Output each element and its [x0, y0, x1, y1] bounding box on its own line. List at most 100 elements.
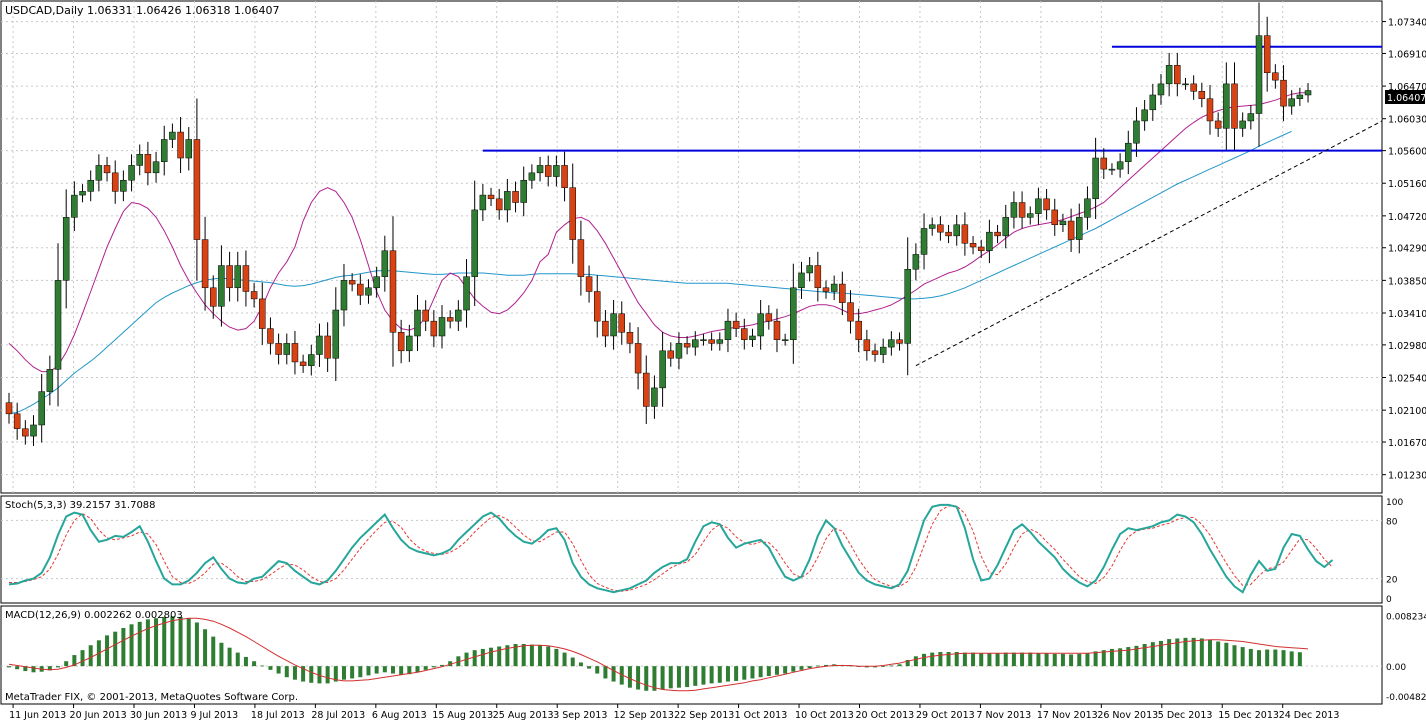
bull-candle — [928, 224, 936, 229]
macd-histogram — [7, 616, 1302, 691]
bear-candle — [618, 313, 625, 333]
macd-histogram-bar — [709, 666, 714, 684]
macd-histogram-bar — [211, 636, 216, 667]
bull-candle — [1255, 35, 1263, 114]
bear-candle — [1214, 120, 1222, 129]
bear-candle — [177, 131, 184, 159]
macd-histogram-bar — [1297, 652, 1302, 667]
macd-histogram-bar — [105, 635, 110, 667]
macd-histogram-bar — [137, 621, 142, 667]
macd-panel[interactable]: MACD(12,26,9) 0.002262 0.002803 MetaTrad… — [0, 605, 1383, 705]
bear-candle — [291, 343, 299, 363]
bull-candle — [1288, 98, 1295, 107]
macd-histogram-bar — [660, 666, 665, 690]
macd-histogram-bar — [1158, 640, 1163, 667]
macd-histogram-bar — [603, 666, 608, 679]
bull-candle — [520, 180, 527, 203]
bull-candle — [912, 254, 920, 270]
bull-candle — [798, 272, 805, 289]
macd-histogram-bar — [521, 644, 526, 667]
macd-histogram-bar — [905, 660, 910, 667]
macd-tick-label: -0.004824 — [1386, 693, 1426, 703]
bull-candle — [700, 339, 707, 341]
macd-histogram-bar — [325, 666, 330, 684]
bear-candle — [111, 172, 119, 192]
macd-histogram-bar — [807, 666, 812, 668]
bear-candle — [896, 339, 903, 344]
date-tick-label: 10 Oct 2013 — [795, 710, 854, 721]
bull-candle — [536, 165, 544, 174]
macd-histogram-bar — [611, 666, 616, 682]
bull-candle — [675, 343, 683, 359]
macd-histogram-bar — [1224, 642, 1229, 667]
price-panel[interactable]: USDCAD,Daily 1.06331 1.06426 1.06318 1.0… — [0, 0, 1383, 494]
date-tick-label: 29 Oct 2013 — [916, 710, 975, 721]
macd-histogram-bar — [1069, 654, 1074, 667]
macd-histogram-bar — [219, 642, 224, 667]
bear-candle — [994, 231, 1001, 237]
bear-candle — [1190, 83, 1197, 92]
bull-candle — [365, 287, 372, 296]
macd-histogram-bar — [1020, 652, 1025, 667]
bull-candle — [1223, 83, 1230, 129]
bull-candle — [54, 280, 62, 370]
macd-histogram-bar — [374, 666, 379, 674]
bull-candle — [724, 320, 732, 340]
macd-histogram-bar — [570, 657, 575, 667]
bull-candle — [879, 346, 887, 355]
bear-candle — [969, 243, 977, 248]
bear-candle — [593, 291, 601, 322]
stochastic-tick-label: 80 — [1386, 517, 1398, 527]
bear-candle — [1198, 91, 1206, 99]
macd-histogram-bar — [243, 656, 248, 667]
macd-signal-path — [8, 617, 1309, 692]
macd-histogram-bar — [56, 666, 61, 668]
macd-histogram-bar — [317, 666, 322, 684]
macd-histogram-bar — [946, 652, 951, 667]
current-price-box — [1385, 90, 1425, 104]
macd-histogram-bar — [538, 645, 543, 667]
price-tick-label: 1.03410 — [1388, 309, 1426, 320]
macd-histogram-bar — [7, 666, 11, 668]
macd-histogram-bar — [1085, 653, 1090, 667]
macd-histogram-bar — [1109, 648, 1114, 667]
date-tick-label: 3 Sep 2013 — [553, 710, 607, 721]
macd-histogram-bar — [448, 661, 453, 667]
macd-histogram-bar — [390, 666, 395, 674]
bull-candle — [128, 165, 135, 181]
price-axis: 1.07340 1.06910 1.06470 1.06030 1.05600 1.051… — [1382, 18, 1426, 482]
bear-candle — [814, 265, 822, 289]
bull-candle — [504, 191, 511, 211]
stochastic-title: Stoch(5,3,3) 39.2157 31.7088 — [5, 500, 156, 511]
horizontal-levels[interactable] — [482, 45, 1382, 152]
macd-axis: 0.008234 0.00 -0.004824 — [1386, 612, 1426, 702]
price-tick-label: 1.02980 — [1388, 341, 1426, 352]
bull-candle — [30, 424, 37, 437]
bull-candle — [71, 194, 78, 218]
macd-histogram-bar — [1003, 652, 1008, 667]
macd-histogram-bar — [717, 666, 722, 683]
bear-candle — [773, 320, 781, 340]
macd-histogram-bar — [341, 666, 346, 680]
bear-candle — [446, 317, 454, 322]
bear-candle — [201, 239, 209, 289]
trendlines[interactable] — [915, 120, 1383, 367]
bear-candle — [561, 165, 568, 188]
bear-candle — [961, 224, 969, 244]
bull-candle — [920, 228, 928, 255]
macd-histogram-bar — [203, 629, 208, 667]
macd-histogram-bar — [962, 652, 967, 667]
bull-candle — [888, 339, 895, 348]
bull-candle — [438, 317, 446, 337]
macd-histogram-bar — [472, 650, 477, 667]
stochastic-tick-label: 0 — [1386, 595, 1392, 605]
stochastic-signal-line — [9, 505, 1333, 592]
bear-candle — [1067, 220, 1075, 240]
macd-histogram-bar — [774, 666, 779, 675]
macd-histogram-bar — [382, 666, 387, 673]
stochastic-panel[interactable]: Stoch(5,3,3) 39.2157 31.7088 — [0, 495, 1383, 604]
macd-histogram-bar — [268, 666, 273, 670]
macd-histogram-bar — [113, 631, 118, 667]
bull-candle — [986, 231, 993, 251]
